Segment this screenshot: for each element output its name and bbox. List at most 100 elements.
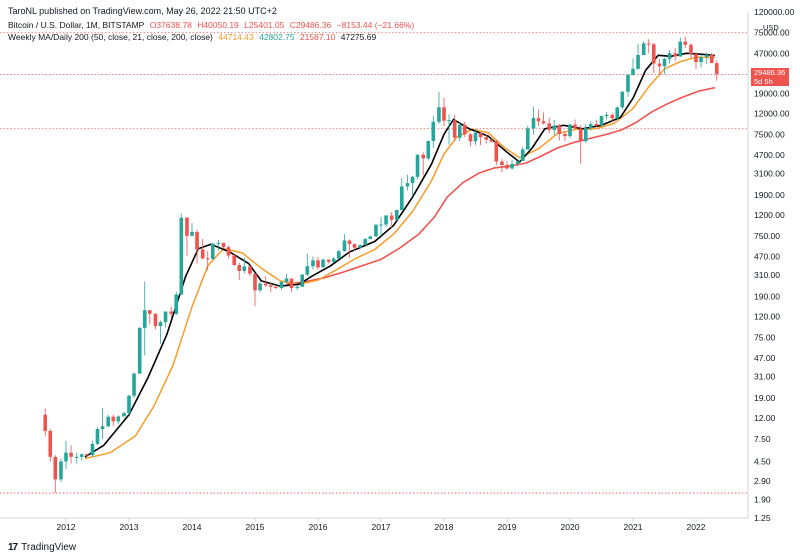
candle (389, 211, 394, 229)
candle-body (462, 125, 467, 135)
candle-body (689, 44, 693, 55)
candle (651, 42, 656, 74)
candle-body (48, 430, 53, 457)
candle (541, 112, 546, 125)
candle-body (610, 114, 615, 119)
price-tick-label: 3100.00 (754, 168, 785, 178)
candle (326, 259, 331, 264)
tradingview-logo-icon: 17 (8, 542, 18, 553)
candle (610, 113, 615, 123)
candle-body (300, 274, 305, 287)
candle (232, 253, 237, 266)
tradingview-footer[interactable]: 17 TradingView (8, 542, 76, 553)
candle (237, 262, 242, 281)
candle-body (295, 286, 300, 288)
publish-header: TaroNL published on TradingView.com, May… (8, 6, 277, 16)
candle-body (342, 240, 347, 252)
candle-body (426, 140, 431, 159)
candle-body (374, 224, 378, 237)
candle-body (226, 247, 231, 256)
candle-body (704, 54, 709, 58)
candle (484, 134, 489, 144)
candle (300, 273, 305, 287)
candle (563, 132, 567, 142)
candle (568, 123, 572, 138)
candle-body (384, 215, 388, 225)
moving-average-lines (84, 52, 716, 460)
symbol-name[interactable]: Bitcoin / U.S. Dollar, 1M, BITSTAMP (8, 20, 145, 30)
candle-body (468, 134, 473, 142)
candle (210, 242, 215, 260)
candle-body (311, 260, 315, 267)
candle-body (667, 53, 672, 59)
candle-body (127, 395, 131, 414)
candle (473, 128, 478, 146)
candle-body (111, 416, 116, 422)
ma-value-4: 47275.69 (340, 32, 377, 42)
ma-21-line (84, 52, 715, 458)
candle-body (626, 74, 630, 92)
candle (347, 239, 352, 258)
candle (132, 372, 136, 398)
time-tick-label: 2013 (120, 522, 139, 532)
candle (657, 59, 662, 75)
candle (578, 125, 583, 164)
candle-body (326, 259, 331, 262)
candle-body (478, 132, 483, 138)
candle (363, 238, 368, 246)
ma-50-line (84, 56, 715, 460)
candle (399, 177, 404, 210)
price-tick-label: 4700.00 (754, 150, 785, 160)
candle (258, 281, 262, 292)
indicator-name[interactable]: Weekly MA/Daily 200 (50, close, 21, clos… (8, 32, 213, 42)
candle-body (79, 454, 84, 457)
candle-body (714, 63, 719, 74)
candle-body (221, 242, 226, 248)
candle-body (321, 259, 325, 268)
candle-body (631, 68, 635, 75)
time-tick-label: 2014 (183, 522, 202, 532)
time-tick-label: 2012 (57, 522, 76, 532)
candle-body (505, 164, 509, 169)
candle-body (683, 41, 688, 45)
candle (452, 114, 457, 141)
candle (263, 276, 268, 288)
candle (646, 39, 651, 54)
candle-body (604, 114, 609, 117)
candle (494, 139, 499, 166)
price-tick-label: 7.50 (754, 434, 771, 444)
candle (709, 52, 714, 64)
candle-body (599, 116, 604, 126)
price-tick-label: 75000.00 (754, 28, 790, 38)
candle-body (242, 266, 247, 272)
candle (368, 235, 373, 240)
candle-body (190, 231, 194, 236)
candle-body (437, 107, 441, 122)
price-tick-label: 1900.00 (754, 190, 785, 200)
candle (704, 52, 709, 64)
candle (316, 256, 320, 270)
ma-value-2: 42802.75 (259, 32, 295, 42)
candle-body (709, 54, 714, 64)
candle-body (615, 107, 620, 119)
candle-body (583, 128, 588, 142)
candle (158, 320, 163, 344)
candle (500, 158, 504, 173)
candle (536, 109, 541, 126)
candle-body (74, 456, 79, 458)
time-axis[interactable]: 2012 2013 2014 2015 2016 2017 2018 2019 2020 2021… (0, 517, 748, 532)
candle (106, 414, 111, 428)
candle-body (248, 266, 252, 274)
price-tick-label: 12000.00 (754, 109, 790, 119)
candle-body (53, 456, 58, 480)
candle (594, 119, 599, 127)
candle-body (694, 54, 698, 63)
candle (221, 242, 226, 249)
candle-body (263, 283, 268, 286)
candle (242, 257, 247, 274)
candle (321, 258, 325, 268)
change-value: −8153.44 (−21.66%) (336, 20, 415, 30)
candle-body (284, 278, 289, 282)
candle (694, 52, 698, 70)
